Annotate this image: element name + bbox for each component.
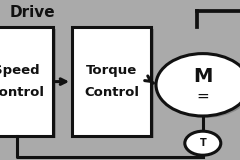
Text: M: M — [193, 67, 212, 86]
Circle shape — [185, 131, 221, 155]
Text: Control: Control — [84, 86, 139, 99]
Bar — [0, 27, 53, 136]
Bar — [72, 27, 151, 136]
Text: Torque: Torque — [86, 64, 137, 77]
Text: Speed: Speed — [0, 64, 40, 77]
Text: Drive: Drive — [10, 5, 55, 20]
Bar — [0, 29, 56, 138]
Text: T: T — [199, 138, 206, 148]
Text: =: = — [196, 88, 209, 104]
Circle shape — [156, 54, 240, 116]
Bar — [75, 29, 154, 138]
Circle shape — [159, 56, 240, 118]
Text: Control: Control — [0, 86, 44, 99]
